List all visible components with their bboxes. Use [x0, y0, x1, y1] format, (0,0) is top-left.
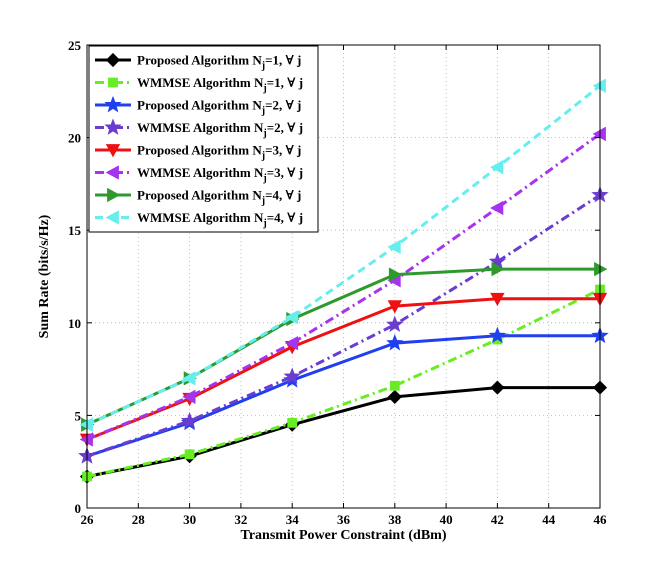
legend-label-tail: =1, ∀ j — [265, 53, 301, 68]
y-tick-label: 25 — [68, 38, 82, 53]
y-tick-label: 15 — [68, 223, 82, 238]
legend-label: WMMSE Algorithm Nj=3, ∀ j — [137, 165, 303, 184]
x-axis-label: Transmit Power Constraint (dBm) — [241, 528, 447, 543]
data-point-marker — [388, 267, 403, 282]
data-point-marker — [284, 310, 299, 325]
data-point-marker — [490, 380, 505, 395]
data-point-marker — [107, 187, 121, 203]
data-point-marker — [386, 334, 404, 351]
x-tick-label: 26 — [81, 512, 95, 527]
data-point-marker — [283, 367, 301, 384]
legend-label: WMMSE Algorithm Nj=1, ∀ j — [137, 75, 303, 94]
legend-box — [88, 45, 319, 233]
legend-label-main: WMMSE Algorithm N — [137, 75, 264, 90]
x-tick-label: 34 — [286, 512, 300, 527]
data-point-marker — [104, 118, 122, 135]
x-tick-label: 40 — [440, 512, 453, 527]
legend-label-subscript: j — [261, 196, 265, 207]
series-line — [86, 132, 601, 441]
data-point-marker — [386, 315, 404, 333]
x-tick-label: 28 — [132, 512, 146, 527]
data-point-marker — [182, 389, 196, 405]
legend-label-subscript: j — [261, 151, 265, 162]
series-line — [86, 386, 600, 478]
legend-label: WMMSE Algorithm Nj=2, ∀ j — [137, 120, 303, 139]
data-point-marker — [490, 292, 505, 307]
x-tick-label: 30 — [183, 512, 196, 527]
series — [82, 284, 605, 482]
legend-label-tail: =1, ∀ j — [267, 75, 303, 90]
legend-label-tail: =3, ∀ j — [265, 143, 301, 158]
data-point-marker — [488, 326, 507, 344]
legend-label-main: WMMSE Algorithm N — [137, 210, 264, 225]
data-point-marker — [490, 160, 504, 175]
data-point-marker — [180, 411, 199, 429]
data-point-marker — [105, 52, 121, 68]
series-line — [86, 193, 601, 458]
legend-label-main: Proposed Algorithm N — [137, 143, 262, 158]
series — [78, 326, 609, 464]
data-point-marker — [491, 261, 505, 277]
x-tick-label: 38 — [388, 512, 402, 527]
legend-label-main: Proposed Algorithm N — [137, 98, 262, 113]
data-point-marker — [184, 449, 195, 460]
legend-label: Proposed Algorithm Nj=1, ∀ j — [137, 53, 301, 72]
data-point-marker — [108, 77, 118, 88]
legend-label-tail: =2, ∀ j — [265, 98, 301, 113]
data-point-marker — [389, 380, 400, 391]
series-line — [86, 297, 600, 441]
grid-lines — [87, 45, 600, 508]
x-tick-label: 32 — [234, 512, 247, 527]
y-tick-label: 0 — [75, 501, 82, 516]
legend-label-tail: =4, ∀ j — [265, 188, 301, 203]
legend-label-subscript: j — [261, 61, 265, 72]
data-point-marker — [284, 336, 299, 351]
x-tick-label: 44 — [542, 512, 556, 527]
series-line — [86, 84, 601, 427]
data-point-marker — [488, 252, 507, 270]
y-axis-label: Sum Rate (bits/s/Hz) — [37, 214, 52, 338]
legend-label-subscript: j — [262, 218, 266, 229]
legend-label-subscript: j — [262, 83, 266, 94]
data-point-marker — [104, 95, 122, 113]
x-tick-label: 36 — [337, 512, 351, 527]
data-point-marker — [387, 389, 402, 404]
series — [79, 78, 606, 432]
y-tick-label: 5 — [75, 408, 82, 423]
legend-label-subscript: j — [262, 128, 266, 139]
data-point-marker — [287, 417, 298, 428]
data-point-marker — [490, 200, 504, 216]
legend-label-tail: =4, ∀ j — [267, 210, 303, 225]
series-line — [86, 288, 601, 478]
legend-label-main: Proposed Algorithm N — [137, 53, 262, 68]
legend-label: WMMSE Algorithm Nj=4, ∀ j — [137, 210, 303, 229]
data-point-marker — [387, 300, 402, 314]
data-point-marker — [105, 144, 121, 158]
legend-label: Proposed Algorithm Nj=3, ∀ j — [137, 143, 301, 162]
series-layer — [78, 78, 609, 484]
x-tick-label: 42 — [491, 512, 504, 527]
axis-ticks: 26 28 30 32 34 36 38 40 42 44 46 0 5 10 15 20 25 — [68, 38, 607, 527]
legend-label-subscript: j — [261, 106, 265, 117]
y-tick-label: 20 — [68, 131, 81, 146]
legend-label-tail: =3, ∀ j — [267, 165, 303, 180]
legend-label: Proposed Algorithm Nj=4, ∀ j — [137, 188, 301, 207]
data-point-marker — [105, 210, 119, 225]
legend-label: Proposed Algorithm Nj=2, ∀ j — [137, 98, 301, 117]
data-point-marker — [387, 239, 401, 255]
x-tick-label: 46 — [594, 512, 608, 527]
data-point-marker — [105, 165, 119, 180]
data-point-marker — [182, 371, 196, 386]
y-tick-label: 10 — [68, 316, 81, 331]
series — [81, 261, 608, 432]
legend-label-main: WMMSE Algorithm N — [137, 120, 264, 135]
legend-label-main: WMMSE Algorithm N — [137, 165, 264, 180]
legend-label-tail: =2, ∀ j — [267, 120, 303, 135]
legend-label-subscript: j — [262, 173, 266, 184]
legend-label-main: Proposed Algorithm N — [137, 188, 262, 203]
